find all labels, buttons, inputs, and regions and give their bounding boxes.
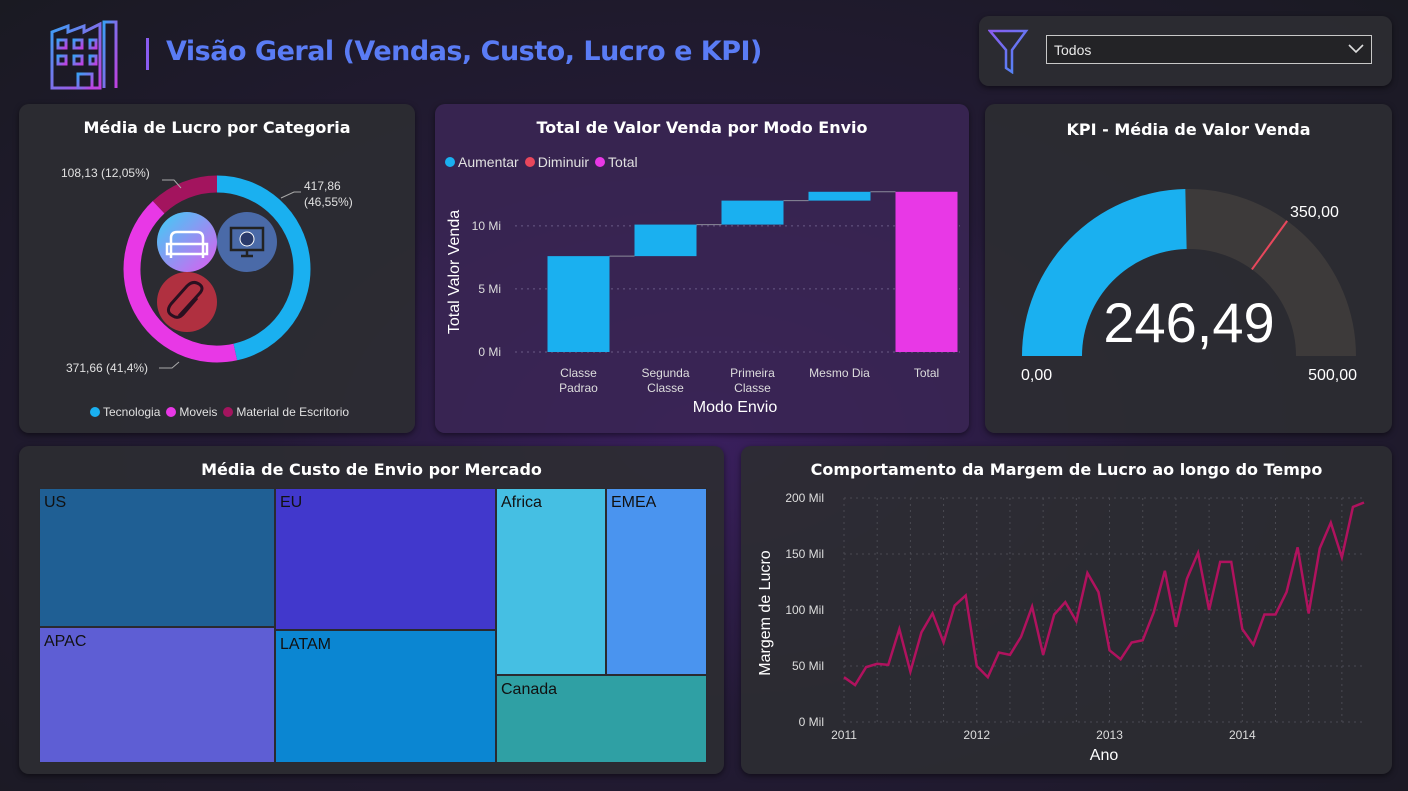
legend-item-tecnologia: Tecnologia (90, 405, 160, 419)
legend-item-material: Material de Escritorio (223, 405, 349, 419)
donut-label-tecnologia-pct: (46,55%) (304, 195, 353, 209)
donut-label-material: 108,13 (12,05%) (61, 166, 150, 180)
waterfall-bar-1[interactable] (547, 256, 610, 352)
line-xtick: 2011 (831, 728, 857, 742)
waterfall-card: Total de Valor Venda por Modo Envio Aume… (435, 104, 969, 433)
treemap-title: Média de Custo de Envio por Mercado (201, 460, 542, 479)
waterfall-xlabel: Modo Envio (693, 399, 778, 416)
donut-slices (123, 175, 311, 363)
line-ytick: 100 Mil (785, 603, 824, 617)
donut-slice-material-de-escritorio[interactable] (152, 175, 218, 214)
donut-label-moveis: 371,66 (41,4%) (66, 361, 148, 375)
gauge-value: 246,49 (1103, 291, 1274, 354)
line-ytick: 150 Mil (785, 547, 824, 561)
gauge-target-label: 350,00 (1290, 204, 1339, 221)
gauge-title: KPI - Média de Valor Venda (1066, 120, 1311, 139)
legend-item-diminuir: Diminuir (524, 154, 589, 170)
line-xtick: 2014 (1229, 728, 1256, 742)
gauge-card: KPI - Média de Valor Venda 246,49 0,00 5… (985, 104, 1392, 433)
treemap-cell-africa[interactable]: Africa (496, 488, 606, 675)
gauge-target-marker (1251, 220, 1288, 271)
line-ytick: 200 Mil (785, 491, 824, 505)
line-ytick: 0 Mil (799, 715, 824, 729)
donut-leader-material (162, 179, 182, 189)
chevron-down-icon (1348, 44, 1364, 54)
legend-item-moveis: Moveis (166, 405, 217, 419)
waterfall-xtick: Classe (647, 381, 684, 395)
legend-item-total: Total (595, 154, 638, 170)
donut-title: Média de Lucro por Categoria (83, 118, 351, 137)
donut-legend: Tecnologia Moveis Material de Escritorio (90, 405, 355, 419)
waterfall-xtick: Classe (560, 366, 597, 380)
donut-leader-tecnologia (280, 191, 301, 199)
filter-dropdown[interactable]: Todos (1046, 35, 1372, 64)
line-xlabel: Ano (1090, 747, 1119, 764)
line-card: Comportamento da Margem de Lucro ao long… (741, 446, 1392, 774)
waterfall-bar-3[interactable] (721, 200, 784, 225)
waterfall-title: Total de Valor Venda por Modo Envio (536, 118, 868, 137)
waterfall-legend: Aumentar Diminuir Total (445, 154, 644, 170)
donut-card: Média de Lucro por Categoria 417,86 (46,… (19, 104, 415, 433)
waterfall-xtick: Padrao (559, 381, 598, 395)
filter-value: Todos (1054, 42, 1092, 58)
line-ytick: 50 Mil (792, 659, 824, 673)
line-ylabel: Margem de Lucro (757, 550, 774, 675)
waterfall-bar-4[interactable] (808, 191, 871, 201)
line-xtick: 2012 (963, 728, 990, 742)
waterfall-bar-2[interactable] (634, 224, 697, 257)
treemap-cell-emea[interactable]: EMEA (606, 488, 707, 675)
donut-chart: 417,86 (46,55%) 108,13 (12,05%) 371,66 (… (61, 166, 353, 375)
globe-monitor-icon (217, 212, 277, 272)
legend-item-aumentar: Aumentar (445, 154, 519, 170)
waterfall-xtick: Classe (734, 381, 771, 395)
gauge-fill (1022, 189, 1187, 356)
donut-leader-moveis (159, 361, 180, 369)
line-title: Comportamento da Margem de Lucro ao long… (810, 460, 1323, 479)
gauge-min: 0,00 (1021, 367, 1052, 384)
header-logo (48, 18, 124, 92)
treemap-cell-latam[interactable]: LATAM (275, 630, 496, 763)
factory-icon (50, 20, 122, 90)
donut-slice-moveis[interactable] (123, 201, 238, 363)
treemap-cell-eu[interactable]: EU (275, 488, 496, 630)
treemap-cell-us[interactable]: US (39, 488, 275, 627)
waterfall-chart: Total Valor Venda Modo Envio 0 Mi 5 Mi 10 … (446, 191, 960, 416)
header-divider (146, 38, 149, 70)
waterfall-xtick: Segunda (641, 366, 689, 380)
treemap-cell-canada[interactable]: Canada (496, 675, 707, 763)
filter-icon (987, 28, 1030, 79)
waterfall-ylabel: Total Valor Venda (446, 210, 463, 334)
waterfall-xtick: Total (914, 366, 939, 380)
page-title: Visão Geral (Vendas, Custo, Lucro e KPI) (166, 36, 762, 67)
waterfall-ytick: 0 Mi (478, 345, 501, 359)
donut-label-tecnologia: 417,86 (304, 179, 341, 193)
line-chart: Margem de Lucro Ano 0 Mil 50 Mil 100 Mil 15… (757, 491, 1365, 764)
line-xtick: 2013 (1096, 728, 1123, 742)
paperclip-icon (157, 272, 217, 332)
waterfall-bar-5[interactable] (895, 191, 958, 352)
waterfall-xtick: Primeira (730, 366, 775, 380)
treemap-cell-apac[interactable]: APAC (39, 627, 275, 763)
gauge-max: 500,00 (1308, 367, 1357, 384)
line-series (843, 501, 1365, 687)
sofa-icon (157, 212, 217, 272)
donut-slice-tecnologia[interactable] (216, 175, 311, 361)
waterfall-ytick: 10 Mi (472, 219, 501, 233)
waterfall-xtick: Mesmo Dia (809, 366, 870, 380)
gauge-chart: 246,49 0,00 500,00 350,00 (1021, 189, 1357, 384)
waterfall-ytick: 5 Mi (478, 282, 501, 296)
